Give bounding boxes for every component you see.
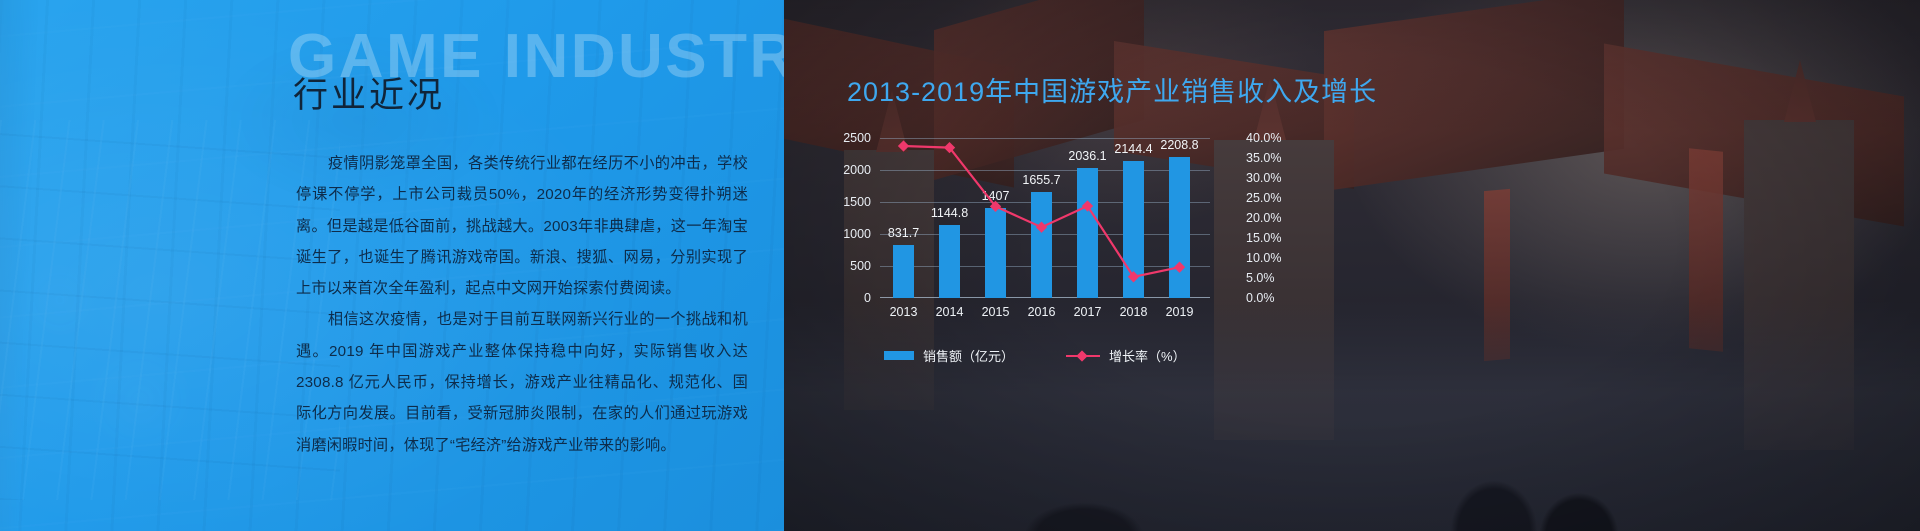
y-axis-tick: 1500 (843, 195, 871, 209)
y2-axis-tick: 25.0% (1246, 191, 1282, 205)
sales-growth-chart: 2500 2000 1500 1000 500 0 40.0% 35.0% 30… (808, 128, 1288, 328)
bar-value-label: 1655.7 (1022, 173, 1061, 187)
y2-axis-tick: 10.0% (1246, 251, 1282, 265)
bar (893, 245, 914, 298)
x-axis-tick: 2016 (1027, 305, 1056, 319)
y2-axis-tick: 35.0% (1246, 151, 1282, 165)
bar (985, 208, 1006, 298)
page-title: 行业近况 (293, 76, 446, 115)
y2-axis-tick: 30.0% (1246, 171, 1282, 185)
bar-swatch-icon (884, 351, 914, 360)
paragraph-2: 相信这次疫情，也是对于目前互联网新兴行业的一个挑战和机遇。2019 年中国游戏产… (296, 311, 748, 454)
bar-value-label: 2144.4 (1114, 142, 1153, 156)
y2-axis-tick: 40.0% (1246, 131, 1282, 145)
body-text: 疫情阴影笼罩全国，各类传统行业都在经历不小的冲击，学校停课不停学，上市公司裁员5… (296, 148, 748, 461)
y2-axis-tick: 20.0% (1246, 211, 1282, 225)
x-axis-tick: 2019 (1165, 305, 1194, 319)
chart-legend: 销售额（亿元） 增长率（%） (884, 346, 1186, 365)
chart-plot-area: 2500 2000 1500 1000 500 0 40.0% 35.0% 30… (843, 131, 1281, 319)
legend-label-sales: 销售额（亿元） (923, 349, 1015, 364)
x-axis-tick: 2015 (981, 305, 1010, 319)
y-axis-tick: 2500 (843, 131, 871, 145)
paragraph-1: 疫情阴影笼罩全国，各类传统行业都在经历不小的冲击，学校停课不停学，上市公司裁员5… (296, 155, 748, 298)
x-axis-tick: 2018 (1119, 305, 1148, 319)
y2-axis-tick: 0.0% (1246, 291, 1275, 305)
background-texture-secondary (0, 120, 340, 500)
right-chart-panel: 2013-2019年中国游戏产业销售收入及增长 2500 2000 1500 1… (784, 0, 1920, 531)
line-swatch-icon (1066, 351, 1101, 360)
bar-value-label: 2208.8 (1160, 138, 1199, 152)
legend-item-growth: 增长率（%） (1066, 346, 1186, 365)
left-content-panel: GAME INDUSTRY 行业近况 疫情阴影笼罩全国，各类传统行业都在经历不小… (0, 0, 784, 531)
bar (1123, 161, 1144, 298)
bar (939, 225, 960, 298)
y-axis-tick: 0 (864, 291, 871, 305)
artwork-silhouettes (784, 411, 1920, 531)
y2-axis-tick: 15.0% (1246, 231, 1282, 245)
y2-axis-tick: 5.0% (1246, 271, 1275, 285)
x-axis-tick: 2013 (889, 305, 918, 319)
bar-value-label: 2036.1 (1068, 149, 1107, 163)
gridline (880, 138, 1210, 139)
chart-title: 2013-2019年中国游戏产业销售收入及增长 (847, 77, 1378, 107)
bar-value-label: 831.7 (887, 226, 920, 240)
legend-item-sales: 销售额（亿元） (884, 346, 1014, 365)
bar (1169, 157, 1190, 298)
legend-label-growth: 增长率（%） (1109, 349, 1186, 364)
x-axis-tick: 2017 (1073, 305, 1102, 319)
bar (1031, 192, 1052, 298)
x-axis-tick: 2014 (935, 305, 964, 319)
bar-value-label: 1144.8 (930, 206, 969, 220)
y-axis-tick: 2000 (843, 163, 871, 177)
y-axis-tick: 500 (850, 259, 871, 273)
watermark-title: GAME INDUSTRY (288, 22, 784, 91)
gridline (880, 170, 1210, 171)
bar (1077, 168, 1098, 298)
bar-value-label: 1407 (981, 189, 1010, 203)
y-axis-tick: 1000 (843, 227, 871, 241)
